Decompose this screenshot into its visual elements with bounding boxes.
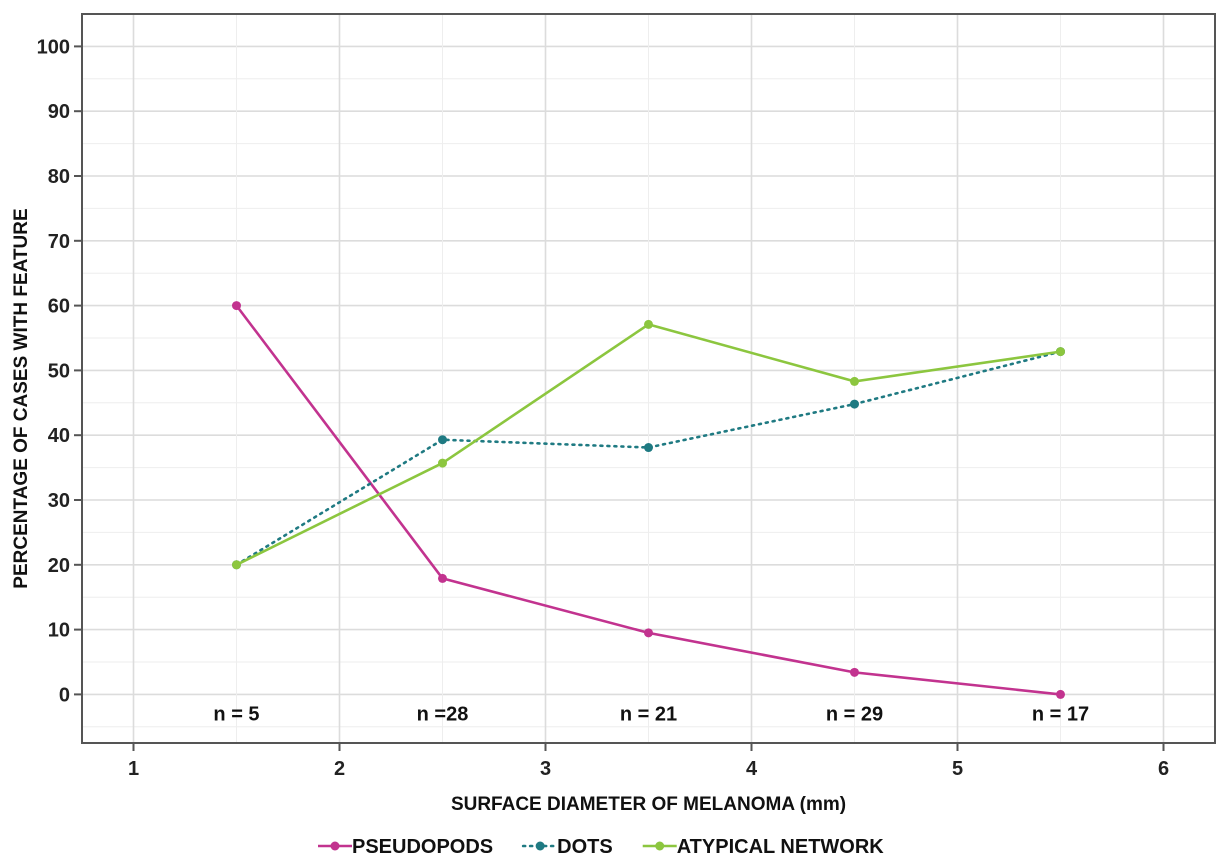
legend-label: DOTS [557,836,613,858]
data-point-dots [850,399,859,409]
data-point-dots [438,435,447,445]
sample-size-label: n =28 [417,703,469,725]
legend-label: PSEUDOPODS [352,836,493,858]
legend-label: ATYPICAL NETWORK [677,836,885,858]
legend-marker [330,841,340,851]
legend-item-dots: DOTS [521,836,613,858]
sample-size-label: n = 29 [826,703,883,725]
data-point-atypical-network [644,319,653,329]
x-tick-label: 4 [746,758,758,780]
data-point-pseudopods [644,628,653,638]
y-tick-label: 0 [59,684,70,706]
y-tick-label: 60 [48,296,70,318]
y-tick-label: 100 [37,36,70,58]
legend-marker [655,841,665,851]
data-point-pseudopods [1056,689,1065,699]
data-point-pseudopods [232,301,241,311]
data-point-atypical-network [1056,347,1065,357]
x-tick-label: 1 [128,758,139,780]
sample-size-label: n = 5 [213,703,259,725]
x-tick-label: 3 [540,758,551,780]
y-axis-title: PERCENTAGE OF CASES WITH FEATURE [11,208,32,588]
series-atypical-network [232,319,1065,570]
y-axis-ticks: 0 10 20 30 40 50 60 70 80 90 100 [37,36,82,706]
data-point-atypical-network [850,376,859,386]
plot-border [81,13,1216,744]
x-axis-title: SURFACE DIAMETER OF MELANOMA (mm) [451,794,846,815]
x-tick-label: 6 [1158,758,1169,780]
data-point-dots [644,443,653,453]
data-point-pseudopods [438,573,447,583]
y-tick-label: 10 [48,620,70,642]
grid-lines [82,13,1215,743]
y-tick-label: 20 [48,555,70,577]
legend-item-pseudopods: PSEUDOPODS [318,836,493,858]
data-point-atypical-network [232,560,241,570]
series-pseudopods [232,301,1065,699]
sample-size-label: n = 17 [1032,703,1089,725]
y-tick-label: 40 [48,425,70,447]
data-point-atypical-network [438,458,447,468]
x-tick-label: 2 [334,758,345,780]
x-axis-ticks: 1 2 3 4 5 6 [128,743,1169,780]
y-tick-label: 50 [48,360,70,382]
x-tick-label: 5 [952,758,963,780]
data-series [232,301,1065,699]
data-point-pseudopods [850,667,859,677]
sample-size-label: n = 21 [620,703,677,725]
legend: PSEUDOPODS DOTS ATYPICAL NETWORK [318,836,884,858]
y-tick-label: 30 [48,490,70,512]
y-tick-label: 80 [48,166,70,188]
y-tick-label: 90 [48,101,70,123]
y-tick-label: 70 [48,231,70,253]
legend-item-atypical-network: ATYPICAL NETWORK [642,836,885,858]
legend-marker [535,841,545,851]
sample-size-annotations: n = 5 n =28 n = 21 n = 29 n = 17 [213,703,1089,725]
